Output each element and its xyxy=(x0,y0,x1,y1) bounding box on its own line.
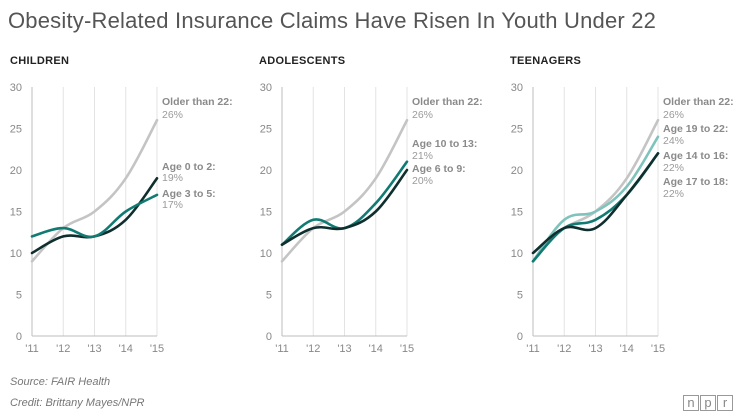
npr-logo: n p r xyxy=(683,395,733,411)
series-value-label: 19% xyxy=(162,172,183,184)
logo-letter-p: p xyxy=(700,395,716,411)
panel-title-teenagers: TEENAGERS xyxy=(510,55,581,67)
y-tick-label: 20 xyxy=(10,165,22,177)
x-tick-label: '15 xyxy=(150,343,164,355)
x-tick-label: '14 xyxy=(119,343,133,355)
series-line-teenagers-1 xyxy=(531,135,660,263)
panel-teenagers: TEENAGERS 0 5 10 15 20 25 30 '11 '12 '13 '14 '15 Old… xyxy=(510,55,734,355)
y-tick-label: 25 xyxy=(260,124,272,136)
x-tick-label: '12 xyxy=(557,343,571,355)
y-tick-label: 15 xyxy=(10,207,22,219)
x-tick-label: '11 xyxy=(526,343,540,355)
series-label: Age 6 to 9: xyxy=(412,163,466,175)
x-tick-label: '13 xyxy=(337,343,351,355)
chart-title: Obesity-Related Insurance Claims Have Ri… xyxy=(8,8,657,33)
series-label: Age 10 to 13: xyxy=(412,138,477,150)
series-label: Age 19 to 22: xyxy=(663,123,728,135)
logo-letter-n: n xyxy=(683,395,699,411)
x-tick-label: '15 xyxy=(651,343,665,355)
y-tick-label: 25 xyxy=(10,124,22,136)
x-tick-label: '14 xyxy=(620,343,634,355)
y-tick-label: 5 xyxy=(16,290,22,302)
y-tick-label: 0 xyxy=(16,331,22,343)
y-tick-label: 20 xyxy=(260,165,272,177)
series-label: Older than 22: xyxy=(412,96,483,108)
series-value-label: 24% xyxy=(663,135,684,147)
series-line-adolescents-0 xyxy=(280,118,409,263)
x-tick-label: '11 xyxy=(25,343,39,355)
series-label: Older than 22: xyxy=(162,96,233,108)
y-tick-label: 10 xyxy=(10,248,22,260)
series-label: Age 0 to 2: xyxy=(162,161,216,173)
series-value-label: 26% xyxy=(663,109,684,121)
series-value-label: 26% xyxy=(412,109,433,121)
series-line-adolescents-2 xyxy=(280,168,409,246)
series-line-teenagers-3 xyxy=(531,152,660,255)
series-value-label: 21% xyxy=(412,150,433,162)
series-value-label: 20% xyxy=(412,175,433,187)
x-tick-label: '12 xyxy=(56,343,70,355)
series-label: Older than 22: xyxy=(663,96,734,108)
y-tick-label: 30 xyxy=(260,82,272,94)
series-value-label: 17% xyxy=(162,199,183,211)
credit-note: Credit: Brittany Mayes/NPR xyxy=(10,397,145,409)
series-label: Age 17 to 18: xyxy=(663,176,728,188)
panel-children: CHILDREN 0 5 10 15 20 25 30 '11 '12 '13 '14 '15 Olde… xyxy=(10,55,233,355)
y-tick-label: 15 xyxy=(260,207,272,219)
y-tick-label: 20 xyxy=(511,165,523,177)
source-note: Source: FAIR Health xyxy=(10,376,111,388)
y-tick-label: 0 xyxy=(517,331,523,343)
x-tick-label: '14 xyxy=(369,343,383,355)
y-tick-label: 30 xyxy=(10,82,22,94)
series-line-children-0 xyxy=(30,118,159,263)
x-tick-label: '15 xyxy=(400,343,414,355)
y-tick-label: 0 xyxy=(266,331,272,343)
panel-title-adolescents: ADOLESCENTS xyxy=(259,55,345,67)
y-tick-label: 10 xyxy=(511,248,523,260)
x-tick-label: '12 xyxy=(306,343,320,355)
x-tick-label: '11 xyxy=(275,343,289,355)
x-tick-label: '13 xyxy=(588,343,602,355)
panel-title-children: CHILDREN xyxy=(10,55,69,67)
y-tick-label: 25 xyxy=(511,124,523,136)
y-tick-label: 5 xyxy=(266,290,272,302)
series-label: Age 3 to 5: xyxy=(162,188,216,200)
y-tick-label: 10 xyxy=(260,248,272,260)
series-value-label: 22% xyxy=(663,162,684,174)
y-tick-label: 5 xyxy=(517,290,523,302)
y-tick-label: 15 xyxy=(511,207,523,219)
series-value-label: 22% xyxy=(663,188,684,200)
logo-letter-r: r xyxy=(717,395,733,411)
x-tick-label: '13 xyxy=(87,343,101,355)
series-label: Age 14 to 16: xyxy=(663,150,728,162)
panel-adolescents: ADOLESCENTS 0 5 10 15 20 25 30 '11 '12 '13 '14 '15 O… xyxy=(259,55,483,355)
series-line-children-2 xyxy=(30,193,159,239)
series-value-label: 26% xyxy=(162,109,183,121)
y-tick-label: 30 xyxy=(511,82,523,94)
